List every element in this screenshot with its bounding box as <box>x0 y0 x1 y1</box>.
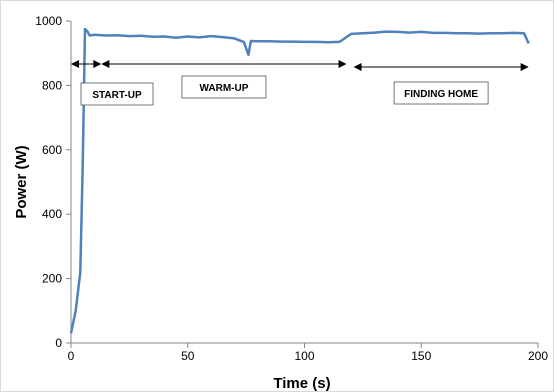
x-ticks: 0 50 100 150 200 <box>68 343 548 363</box>
arrow-head-right <box>338 60 347 68</box>
x-tick-label: 200 <box>528 349 548 363</box>
arrow-head-left <box>101 60 110 68</box>
phase-1: START-UP <box>71 60 154 106</box>
phase-label-box <box>80 82 154 106</box>
phase-label: FINDING HOME <box>404 89 478 100</box>
y-axis-title: Power (W) <box>13 145 30 218</box>
y-ticks: 0 200 400 600 800 1000 <box>35 14 71 350</box>
y-tick-label: 200 <box>42 272 62 286</box>
x-tick-label: 100 <box>294 349 314 363</box>
arrow-head-right <box>93 60 102 68</box>
phase-label: WARM-UP <box>199 83 248 94</box>
phase-annotations: START-UP WARM-UP FINDING HOME <box>71 60 529 106</box>
y-tick-label: 600 <box>42 143 62 157</box>
arrow-head-right <box>520 63 529 71</box>
phase-label-box <box>393 81 489 105</box>
power-series-line <box>69 27 530 334</box>
plot-area: 0 200 400 600 800 1000 0 50 100 150 200 START-UP W… <box>35 14 548 363</box>
phase-3: FINDING HOME <box>353 63 529 105</box>
y-tick-label: 400 <box>42 207 62 221</box>
series-layer <box>69 27 530 334</box>
x-tick-label: 150 <box>411 349 431 363</box>
phase-label: START-UP <box>92 90 142 101</box>
x-tick-label: 0 <box>68 349 75 363</box>
x-tick-label: 50 <box>181 349 195 363</box>
arrow-head-left <box>71 60 79 68</box>
y-tick-label: 0 <box>55 336 62 350</box>
phase-label-box <box>181 75 267 99</box>
y-tick-label: 800 <box>42 78 62 92</box>
phase-2: WARM-UP <box>101 60 347 99</box>
y-tick-label: 1000 <box>35 14 62 28</box>
arrow-head-left <box>353 63 362 71</box>
x-axis-title: Time (s) <box>273 375 330 392</box>
